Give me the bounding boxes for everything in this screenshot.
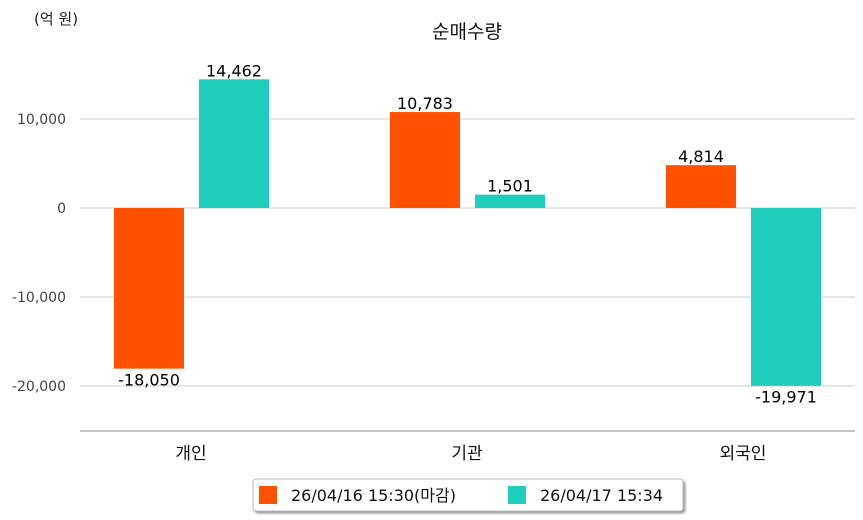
- bar-0-1[interactable]: [390, 112, 460, 208]
- bar-1-2[interactable]: [751, 208, 821, 386]
- x-tick-label: 외국인: [720, 444, 767, 464]
- legend: 26/04/16 15:30(마감) 26/04/17 15:34: [252, 478, 684, 512]
- data-label: 1,501: [487, 177, 533, 196]
- bar-1-1[interactable]: [475, 194, 545, 208]
- legend-box: [252, 478, 684, 512]
- data-label: 10,783: [397, 94, 453, 113]
- bar-0-2[interactable]: [666, 165, 736, 208]
- legend-swatch-1: [508, 486, 526, 504]
- bar-1-0[interactable]: [199, 79, 269, 208]
- unit-label: (억 원): [34, 10, 78, 28]
- chart-title: 순매수량: [432, 21, 502, 43]
- y-tick-label: -10,000: [12, 290, 66, 306]
- y-tick-label: 0: [57, 201, 66, 217]
- y-tick-label: 10,000: [17, 112, 66, 128]
- y-tick-label: -20,000: [12, 379, 66, 395]
- legend-label-1[interactable]: 26/04/17 15:34: [540, 486, 663, 505]
- legend-swatch-0: [259, 486, 277, 504]
- bar-0-0[interactable]: [114, 208, 184, 369]
- legend-label-0[interactable]: 26/04/16 15:30(마감): [291, 486, 456, 505]
- x-tick-label: 기관: [451, 444, 482, 464]
- data-label: -19,971: [755, 388, 817, 407]
- data-label: 4,814: [678, 147, 724, 166]
- data-label: -18,050: [118, 371, 180, 390]
- x-tick-label: 개인: [175, 444, 206, 464]
- data-label: 14,462: [206, 61, 262, 80]
